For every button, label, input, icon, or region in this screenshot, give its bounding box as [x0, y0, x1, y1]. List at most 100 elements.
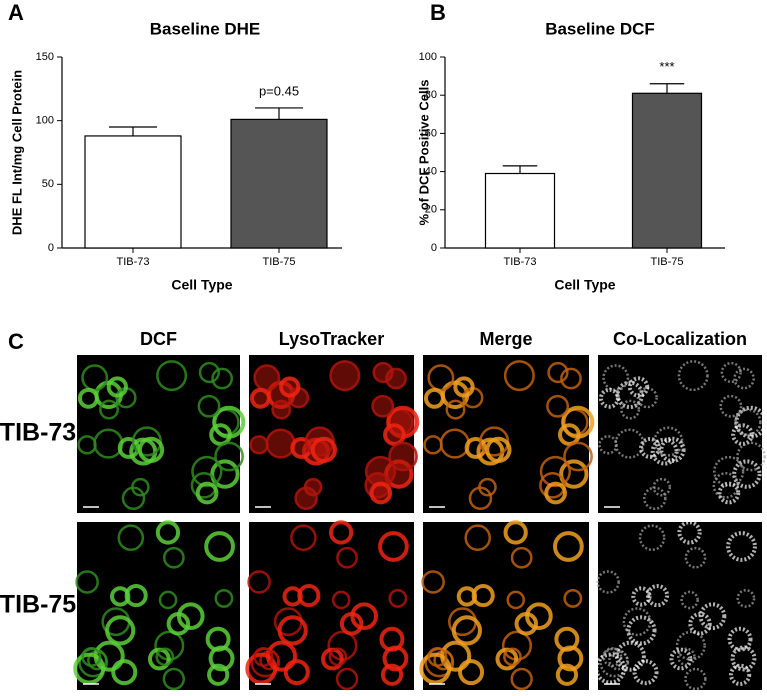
x-tick-label: TIB-75 [650, 256, 683, 268]
cell [105, 615, 136, 646]
cell [198, 361, 221, 384]
cell [698, 602, 727, 631]
cell [602, 647, 623, 667]
cell [627, 376, 650, 398]
y-tick-label: 80 [425, 89, 437, 101]
cell [385, 367, 407, 390]
cell [350, 602, 379, 631]
cell [720, 361, 742, 384]
y-tick-label: 60 [425, 127, 437, 139]
cell [677, 520, 702, 545]
cell [539, 472, 566, 499]
annotation: *** [659, 59, 674, 74]
x-axis-label: Cell Type [171, 277, 232, 293]
cell [594, 652, 627, 685]
bar [84, 135, 182, 249]
cell [339, 612, 364, 636]
x-tick-label: TIB-73 [503, 256, 536, 268]
column-header: DCF [140, 329, 177, 349]
x-tick-label: TIB-75 [262, 256, 295, 268]
cell [245, 652, 278, 685]
cell [271, 399, 292, 420]
micrograph [598, 355, 767, 513]
cell [155, 647, 175, 667]
cell [736, 589, 756, 608]
cell [328, 647, 348, 667]
cell [485, 436, 512, 463]
x-tick-label: TIB-73 [116, 256, 149, 268]
y-axis-label: DHE FL Int/mg Cell Protein [9, 70, 24, 235]
chart-title: Baseline DHE [150, 19, 261, 38]
cell [684, 667, 707, 691]
cell [559, 459, 589, 489]
cell [713, 455, 745, 488]
y-tick-label: 100 [36, 115, 54, 127]
cell [279, 376, 301, 398]
cell [380, 663, 404, 686]
cell [247, 570, 271, 594]
bar [631, 92, 703, 249]
cell [552, 531, 584, 562]
cell [638, 524, 666, 552]
cell [117, 524, 145, 552]
cell [290, 524, 317, 552]
cell [388, 441, 418, 472]
cell [546, 394, 570, 418]
cell [249, 435, 269, 455]
cell [75, 570, 99, 594]
cell [111, 659, 138, 686]
micrograph [77, 355, 246, 513]
panel-label: C [8, 329, 24, 354]
cell [659, 436, 686, 463]
cell [503, 520, 528, 545]
column-header: Merge [479, 329, 532, 349]
cell [427, 647, 448, 667]
micrograph [419, 520, 589, 691]
cell [503, 360, 535, 392]
cell [106, 376, 128, 398]
cell [328, 520, 354, 545]
cell [277, 615, 308, 646]
cell [510, 667, 533, 691]
cell [726, 531, 757, 562]
cell [190, 472, 218, 499]
bar [230, 118, 328, 249]
cell [445, 399, 466, 420]
cell [525, 602, 553, 631]
cell [727, 626, 753, 652]
cell [210, 459, 240, 489]
cell [195, 481, 219, 505]
cell [645, 584, 670, 608]
cell [734, 405, 767, 439]
row-label: TIB-75 [0, 591, 76, 619]
cell [421, 570, 445, 594]
cell [383, 423, 406, 446]
cell [688, 612, 712, 636]
cell [162, 667, 186, 691]
cell [214, 441, 244, 472]
cell [214, 589, 234, 608]
cell [371, 394, 395, 418]
cell [77, 387, 99, 409]
cell [297, 584, 321, 608]
cell [677, 360, 709, 392]
cell [596, 570, 620, 594]
cell [639, 436, 661, 459]
cell [197, 394, 221, 418]
cell [684, 546, 707, 569]
cell [563, 589, 583, 608]
row-label: TIB-73 [0, 419, 76, 447]
cell [419, 652, 452, 685]
cell [558, 423, 581, 446]
cell [249, 387, 271, 409]
cell [643, 486, 667, 511]
cell [560, 367, 582, 390]
cell [503, 647, 522, 667]
micrograph [594, 520, 762, 691]
cell [207, 663, 230, 686]
cell [733, 367, 755, 390]
cell [598, 387, 620, 409]
cell [622, 607, 652, 637]
cell [283, 659, 310, 686]
y-tick-label: 100 [419, 51, 437, 63]
